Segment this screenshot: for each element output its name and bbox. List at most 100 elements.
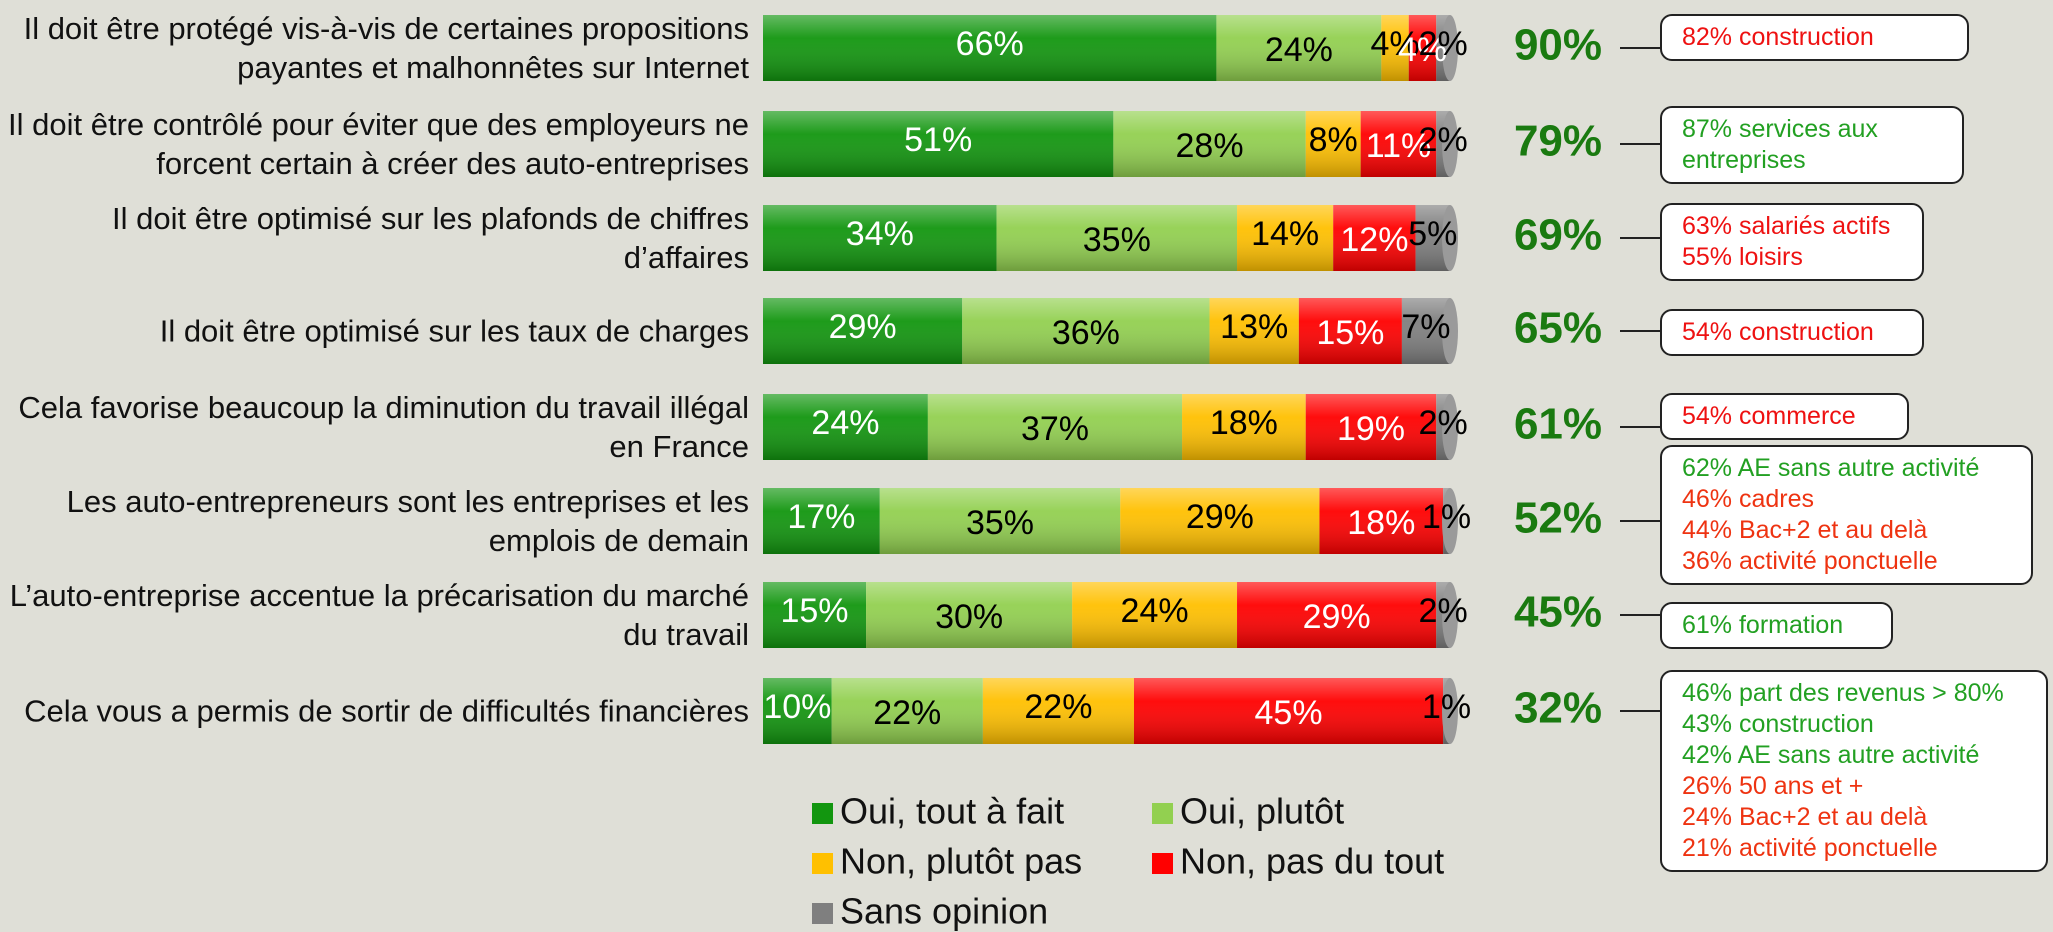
segment-label: 2% (1419, 25, 1468, 63)
total-label: 65% (1514, 304, 1602, 353)
legend-label: Non, pas du tout (1180, 841, 1444, 882)
callout-line: 55% loisirs (1682, 243, 1803, 271)
bar-cap (1442, 678, 1458, 744)
segment-label: 4% (1370, 25, 1419, 63)
callout-line: 63% salariés actifs (1682, 212, 1891, 240)
segment-label: 12% (1340, 221, 1408, 259)
legend-swatch (1152, 803, 1173, 824)
callout-box: 46% part des revenus > 80% 43% constructi… (1660, 670, 2048, 872)
category-label: Il doit être protégé vis-à-vis de certai… (23, 11, 749, 85)
segment-label: 35% (966, 504, 1034, 542)
legend-swatch (812, 853, 833, 874)
callout-box: 87% services aux entreprises (1660, 106, 1964, 184)
callout-box: 54% commerce (1660, 393, 1909, 440)
bar-cap (1442, 15, 1458, 81)
legend-label: Sans opinion (840, 891, 1048, 932)
segment-label: 17% (787, 498, 855, 536)
legend-label: Oui, plutôt (1180, 791, 1344, 832)
total-label: 45% (1514, 588, 1602, 637)
bar-cap (1442, 205, 1458, 271)
callout-box: 54% construction (1660, 309, 1924, 356)
segment-label: 15% (1316, 314, 1384, 352)
segment-label: 11% (1366, 127, 1432, 165)
callout-box: 62% AE sans autre activité 46% cadres 44% … (1660, 445, 2033, 585)
category-label: Cela favorise beaucoup la diminution du … (18, 390, 749, 464)
segment-label: 45% (1255, 694, 1323, 732)
segment-label: 24% (1121, 592, 1189, 630)
total-label: 90% (1514, 21, 1602, 70)
segment-label: 14% (1251, 215, 1319, 253)
callout-line: 82% construction (1682, 23, 1874, 51)
callout-line: 61% formation (1682, 611, 1844, 639)
callout-box: 82% construction (1660, 14, 1969, 61)
segment-label: 24% (811, 404, 879, 442)
callout-box: 61% formation (1660, 602, 1893, 649)
callout-line: 87% services aux entreprises (1682, 115, 1878, 174)
category-label: Il doit être optimisé sur les plafonds d… (112, 201, 749, 275)
segment-label: 24% (1265, 31, 1333, 69)
segment-label: 4% (1398, 31, 1447, 69)
legend-swatch (812, 903, 833, 924)
callout-line: 46% cadres (1682, 485, 1815, 513)
category-label: Il doit être optimisé sur les taux de ch… (159, 313, 749, 349)
bar-shade (763, 111, 1450, 177)
callout-line: 24% Bac+2 et au delà (1682, 803, 1928, 831)
total-label: 61% (1514, 400, 1602, 449)
segment-label: 29% (829, 308, 897, 346)
total-label: 69% (1514, 211, 1602, 260)
segment-label: 10% (763, 688, 831, 726)
bar-shade (763, 582, 1450, 648)
segment-label: 28% (1176, 127, 1244, 165)
segment-label: 35% (1083, 221, 1151, 259)
segment-label: 5% (1408, 215, 1457, 253)
segment-label: 2% (1419, 404, 1468, 442)
segment-label: 22% (873, 694, 941, 732)
bar-shade (763, 205, 1450, 271)
segment-label: 29% (1303, 598, 1371, 636)
segment-label: 7% (1401, 308, 1450, 346)
segment-label: 18% (1210, 404, 1278, 442)
bar-shade (763, 678, 1450, 744)
segment-label: 34% (846, 215, 914, 253)
segment-label: 2% (1419, 592, 1468, 630)
segment-label: 37% (1021, 410, 1089, 448)
category-label: Les auto-entrepreneurs sont les entrepri… (66, 484, 749, 558)
callout-line: 46% part des revenus > 80% (1682, 679, 2004, 707)
bar-shade (763, 488, 1450, 554)
total-label: 32% (1514, 684, 1602, 733)
callout-line: 44% Bac+2 et au delà (1682, 516, 1928, 544)
category-label: Il doit être contrôlé pour éviter que de… (8, 107, 749, 181)
segment-label: 1% (1422, 498, 1471, 536)
callout-line: 62% AE sans autre activité (1682, 454, 1980, 482)
segment-label: 51% (904, 121, 972, 159)
segment-label: 18% (1347, 504, 1415, 542)
callout-line: 42% AE sans autre activité (1682, 741, 1980, 769)
bar-shade (763, 394, 1450, 460)
callout-line: 26% 50 ans et + (1682, 772, 1864, 800)
callout-line: 36% activité ponctuelle (1682, 547, 1938, 575)
bar-shade (763, 15, 1450, 81)
bar-shade (763, 298, 1450, 364)
category-label: Cela vous a permis de sortir de difficul… (24, 693, 749, 729)
callout-line: 54% commerce (1682, 402, 1856, 430)
segment-label: 13% (1220, 308, 1288, 346)
bar-cap (1442, 394, 1458, 460)
callout-line: 54% construction (1682, 318, 1874, 346)
legend-label: Oui, tout à fait (840, 791, 1064, 832)
segment-label: 19% (1337, 410, 1405, 448)
legend-label: Non, plutôt pas (840, 841, 1082, 882)
total-label: 52% (1514, 494, 1602, 543)
segment-label: 30% (935, 598, 1003, 636)
category-label: L’auto-entreprise accentue la précarisat… (9, 578, 749, 652)
segment-label: 2% (1419, 121, 1468, 159)
bar-cap (1442, 111, 1458, 177)
segment-label: 8% (1309, 121, 1358, 159)
callout-line: 21% activité ponctuelle (1682, 834, 1938, 862)
bar-cap (1442, 582, 1458, 648)
legend-swatch (812, 803, 833, 824)
callout-box: 63% salariés actifs 55% loisirs (1660, 203, 1924, 281)
segment-label: 15% (780, 592, 848, 630)
segment-label: 1% (1422, 688, 1471, 726)
